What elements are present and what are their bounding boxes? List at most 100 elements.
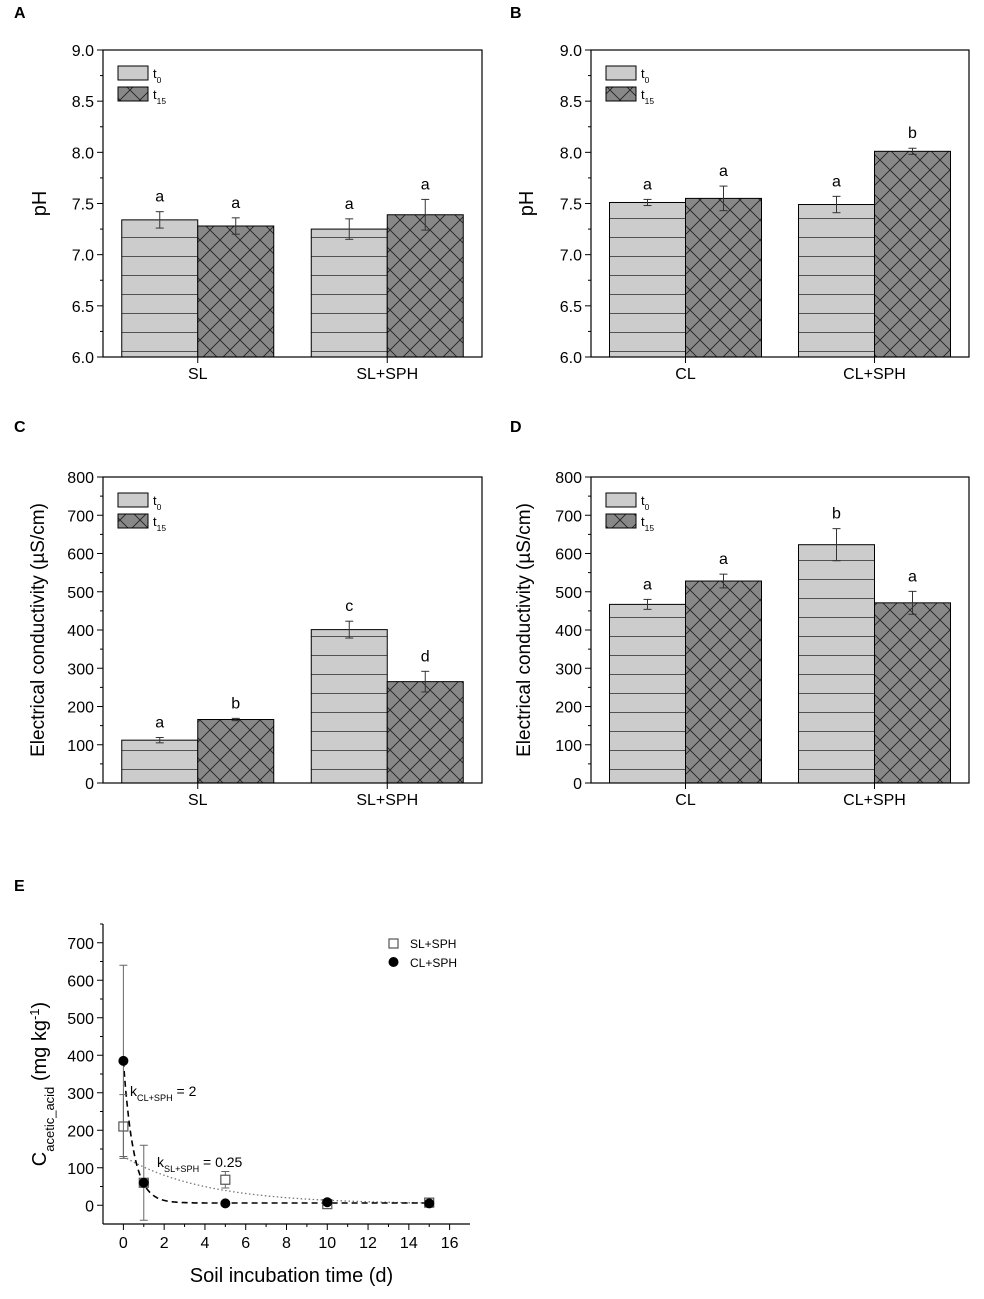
- panel-D: D 0 100 200 300 400 500 600 700 800 Electrical con…: [510, 419, 970, 809]
- x-tick-label: 16: [441, 1235, 459, 1252]
- fit-curve-cl-sph: [122, 1060, 429, 1204]
- bar: [386, 214, 464, 358]
- y-tick-label: 0: [85, 1198, 94, 1215]
- y-tick-label: 400: [555, 623, 582, 640]
- y-tick-label: 300: [555, 661, 582, 678]
- y-tick-label: 600: [67, 973, 94, 990]
- x-category-label: SL+SPH: [356, 366, 418, 383]
- legend-label: t0: [153, 66, 162, 85]
- bar: [197, 225, 275, 358]
- y-tick-label: 200: [555, 700, 582, 717]
- bar: [685, 197, 762, 358]
- x-category-label: SL: [188, 366, 208, 383]
- y-tick-label: 8.0: [72, 145, 94, 162]
- y-tick-label: 8.0: [560, 145, 582, 162]
- legend-swatch: [117, 86, 149, 102]
- bar: [310, 629, 388, 784]
- y-tick-label: 8.5: [560, 94, 582, 111]
- y-tick-label: 7.0: [560, 248, 582, 265]
- significance-letter: a: [643, 176, 652, 193]
- significance-letter: a: [719, 551, 728, 568]
- bar: [197, 719, 275, 784]
- panel-letter-D: D: [510, 419, 522, 436]
- y-tick-label: 9.0: [72, 43, 94, 60]
- bar: [609, 603, 686, 784]
- y-tick-label: 600: [555, 547, 582, 564]
- y-tick-label: 200: [67, 1123, 94, 1140]
- x-category-label: CL: [675, 792, 696, 809]
- y-axis-label: Cacetic_acid (mg kg-1): [27, 1002, 57, 1166]
- legend-label: t0: [153, 493, 162, 512]
- significance-letter: a: [643, 576, 652, 593]
- panel-E: E 0 100 200 300 400 500 600 700 0 2 4 6 8 10 12 14 16 Soil…: [14, 878, 470, 1287]
- bar: [121, 219, 199, 358]
- panel-letter-A: A: [14, 5, 26, 22]
- y-tick-label: 9.0: [560, 43, 582, 60]
- significance-letter: b: [231, 695, 240, 712]
- y-tick-label: 800: [67, 470, 94, 487]
- legend-swatch: [605, 65, 637, 81]
- bar: [874, 150, 951, 358]
- y-tick-label: 7.5: [560, 197, 582, 214]
- y-tick-label: 300: [67, 1086, 94, 1103]
- y-tick-label: 800: [555, 470, 582, 487]
- significance-letter: b: [832, 506, 841, 523]
- panel-letter-C: C: [14, 419, 26, 436]
- legend-label: t15: [641, 87, 654, 106]
- panel-letter-E: E: [14, 878, 25, 895]
- y-tick-label: 7.0: [72, 248, 94, 265]
- panel-C: C 0 100 200 300 400 500 600 700 800 Electrical con…: [14, 419, 483, 809]
- significance-letter: a: [155, 714, 164, 731]
- y-tick-label: 0: [573, 776, 582, 793]
- bar: [609, 201, 686, 358]
- x-category-label: SL: [188, 792, 208, 809]
- x-category-label: SL+SPH: [356, 792, 418, 809]
- legend-marker-sl-sph: [388, 938, 399, 949]
- data-point-cl-sph: [118, 1055, 129, 1066]
- legend-swatch: [605, 86, 637, 102]
- bar: [386, 681, 464, 784]
- plot-frame: [590, 476, 970, 784]
- x-tick-label: 2: [160, 1235, 169, 1252]
- x-tick-label: 12: [359, 1235, 377, 1252]
- significance-letter: a: [421, 176, 430, 193]
- y-tick-label: 100: [67, 1161, 94, 1178]
- bar: [874, 602, 951, 784]
- panel-letter-B: B: [510, 5, 522, 22]
- annotation-k-sl-sph: kSL+SPH = 0.25: [157, 1154, 243, 1174]
- annotation-k-cl-sph: kCL+SPH = 2: [130, 1083, 197, 1103]
- bar: [798, 204, 875, 358]
- y-tick-label: 500: [67, 1011, 94, 1028]
- significance-letter: a: [832, 173, 841, 190]
- legend-swatch: [117, 492, 149, 508]
- y-tick-label: 400: [67, 1048, 94, 1065]
- legend-marker-cl-sph: [388, 957, 399, 967]
- x-category-label: CL+SPH: [843, 792, 906, 809]
- y-tick-label: 300: [67, 661, 94, 678]
- plot-frame: [590, 49, 970, 358]
- significance-letter: a: [155, 189, 164, 206]
- significance-letter: d: [421, 648, 430, 665]
- y-tick-label: 400: [67, 623, 94, 640]
- x-category-label: CL+SPH: [843, 366, 906, 383]
- y-tick-label: 700: [67, 936, 94, 953]
- legend-label: t0: [641, 493, 650, 512]
- legend-label-sl-sph: SL+SPH: [410, 937, 456, 951]
- significance-letter: a: [908, 568, 917, 585]
- y-tick-label: 200: [67, 700, 94, 717]
- y-tick-label: 500: [555, 585, 582, 602]
- plot-frame: [102, 476, 483, 784]
- plot-frame: [102, 49, 483, 358]
- y-tick-label: 6.0: [560, 350, 582, 367]
- y-tick-label: 600: [67, 547, 94, 564]
- y-tick-label: 700: [67, 508, 94, 525]
- bar: [685, 580, 762, 784]
- significance-letter: b: [908, 125, 917, 142]
- y-tick-label: 100: [555, 738, 582, 755]
- legend-swatch: [605, 513, 637, 529]
- legend-label: t0: [641, 66, 650, 85]
- x-tick-label: 4: [200, 1235, 209, 1252]
- y-axis-label: Electrical conductivity (µS/cm): [28, 503, 49, 757]
- fit-curve-sl-sph: [123, 1155, 429, 1204]
